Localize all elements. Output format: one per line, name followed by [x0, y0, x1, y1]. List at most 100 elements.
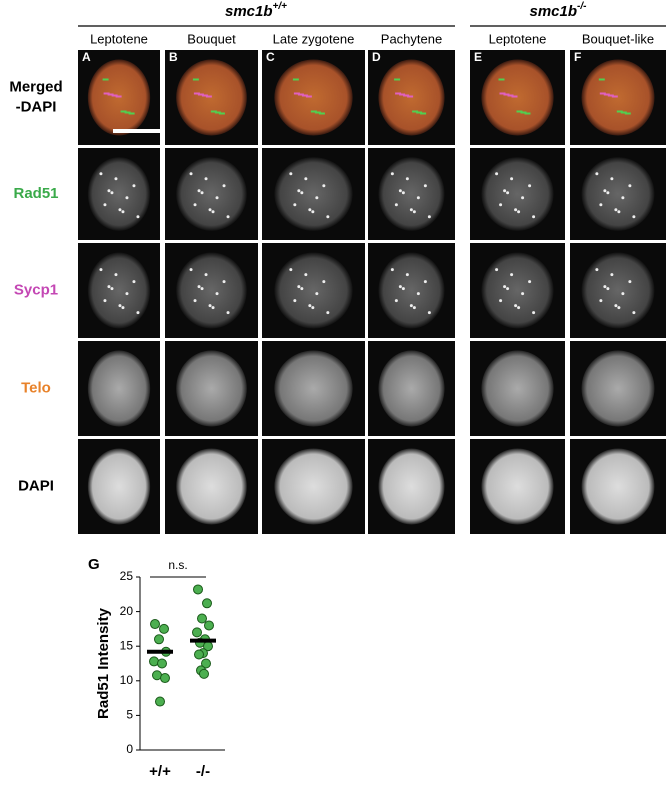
row-label: -DAPI [16, 98, 57, 115]
panel-letter: F [574, 50, 581, 64]
group-header: smc1b+/+ [225, 1, 287, 20]
data-point [193, 584, 203, 595]
nucleus [581, 59, 655, 136]
panel-letter: B [169, 50, 178, 64]
signal [107, 189, 111, 193]
signal [407, 95, 414, 98]
signal [222, 184, 226, 188]
signal [189, 172, 193, 176]
signal [204, 273, 208, 277]
signal [528, 184, 532, 188]
signal [427, 311, 431, 315]
y-tick-label: 10 [120, 673, 134, 687]
signal [289, 172, 293, 176]
signal [412, 306, 416, 310]
signal [510, 273, 514, 277]
nucleus [581, 252, 655, 329]
signal [390, 268, 394, 272]
signal [599, 203, 603, 207]
panel-label: G [88, 556, 100, 573]
signal [416, 196, 420, 200]
signal [610, 273, 614, 277]
signal [205, 95, 212, 98]
data-point [192, 627, 202, 638]
y-tick-label: 15 [120, 638, 134, 652]
signal [511, 95, 518, 98]
signal [621, 292, 625, 296]
signal [204, 177, 208, 181]
nucleus [176, 350, 247, 427]
signal [300, 191, 304, 195]
data-point [194, 649, 204, 660]
signal [322, 184, 326, 188]
signal [503, 285, 507, 289]
signal [624, 112, 631, 115]
signal [318, 112, 325, 115]
signal [516, 110, 523, 113]
signal [506, 287, 510, 291]
signal [197, 93, 204, 96]
signal [394, 299, 398, 303]
signal [315, 292, 319, 296]
signal [297, 189, 301, 193]
y-tick-label: 0 [126, 742, 133, 756]
row-label: Sycp1 [14, 281, 58, 298]
signal [215, 196, 219, 200]
signal [326, 311, 330, 315]
signal [520, 111, 527, 114]
signal [208, 304, 212, 308]
signal [599, 92, 606, 95]
signal [292, 78, 299, 81]
signal [632, 215, 636, 219]
signal [603, 189, 607, 193]
nucleus [581, 448, 655, 525]
signal [595, 172, 599, 176]
signal [293, 92, 300, 95]
signal [120, 110, 127, 113]
group-header: smc1b-/- [530, 1, 588, 20]
signal [114, 177, 118, 181]
signal [403, 94, 410, 97]
signal [620, 111, 627, 114]
row-label: Rad51 [13, 185, 58, 202]
signal [121, 306, 125, 310]
signal [222, 280, 226, 284]
nucleus [274, 59, 353, 136]
signal [114, 273, 118, 277]
signal [532, 215, 536, 219]
signal [128, 112, 135, 115]
nucleus [581, 157, 655, 231]
signal [103, 203, 107, 207]
nucleus [176, 252, 247, 329]
signal [293, 299, 297, 303]
signal [416, 111, 423, 114]
signal [616, 110, 623, 113]
column-header: Late zygotene [273, 31, 355, 46]
signal [628, 184, 632, 188]
nucleus [481, 252, 554, 329]
signal [304, 177, 308, 181]
signal [423, 184, 427, 188]
signal [617, 210, 621, 214]
y-tick-label: 20 [120, 604, 134, 618]
signal [125, 292, 129, 296]
signal [412, 210, 416, 214]
signal [289, 268, 293, 272]
signal [197, 285, 201, 289]
signal [110, 287, 114, 291]
signal [226, 311, 230, 315]
nucleus [481, 350, 554, 427]
signal [398, 189, 402, 193]
panel-letter: D [372, 50, 381, 64]
signal [107, 285, 111, 289]
nucleus [581, 350, 655, 427]
signal [103, 92, 110, 95]
data-point [157, 658, 167, 669]
y-tick-label: 25 [120, 569, 134, 583]
column-header: Bouquet-like [582, 31, 654, 46]
signal [136, 311, 140, 315]
nucleus [378, 350, 445, 427]
signal [499, 203, 503, 207]
signal [405, 273, 409, 277]
signal [115, 95, 122, 98]
